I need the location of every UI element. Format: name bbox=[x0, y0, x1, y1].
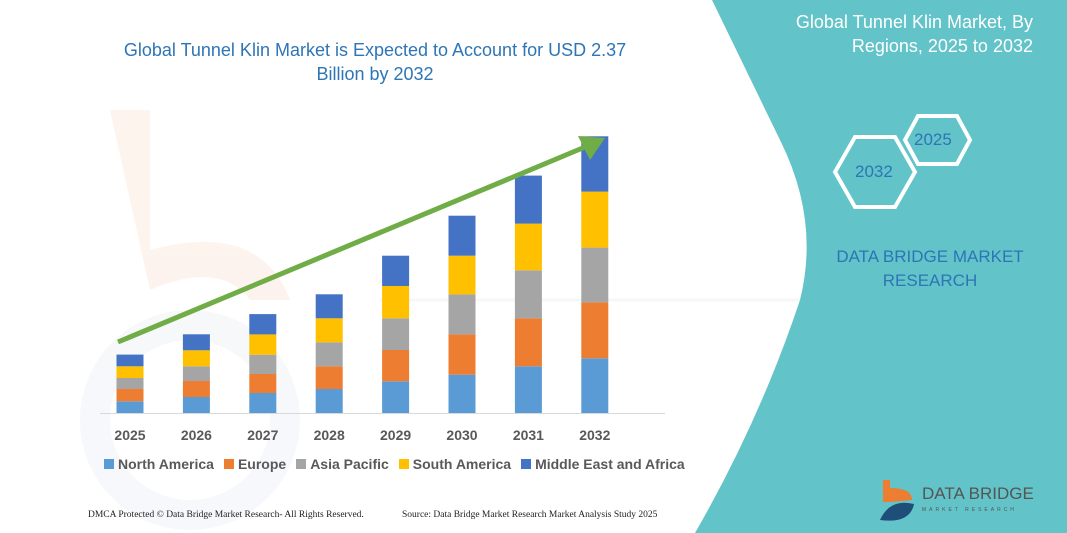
logo-name: DATA BRIDGE bbox=[922, 484, 1034, 503]
bar-segment-2027-1 bbox=[249, 374, 277, 393]
legend-swatch bbox=[398, 459, 409, 469]
trend-arrow-head bbox=[578, 136, 605, 160]
bar-segment-2032-3 bbox=[581, 191, 609, 248]
bar-segment-2025-4 bbox=[116, 354, 144, 367]
bar-segment-2030-1 bbox=[448, 334, 476, 375]
bar-segment-2032-2 bbox=[581, 247, 609, 303]
bar-segment-2031-4 bbox=[514, 175, 542, 224]
bar-segment-2032-1 bbox=[581, 302, 609, 359]
bar-segment-2026-4 bbox=[182, 334, 210, 351]
bar-segment-2027-3 bbox=[249, 334, 277, 355]
legend-swatch bbox=[223, 459, 234, 469]
legend-label: Middle East and Africa bbox=[535, 456, 685, 472]
trend-arrow-line bbox=[117, 144, 586, 345]
legend-label: North America bbox=[118, 456, 214, 472]
bar-segment-2031-0 bbox=[514, 366, 542, 413]
bar-segment-2026-3 bbox=[182, 350, 210, 367]
bar-segment-2027-0 bbox=[249, 393, 277, 413]
bar-segment-2026-2 bbox=[182, 366, 210, 381]
legend-label: Asia Pacific bbox=[310, 456, 389, 472]
hex-end-label: 2032 bbox=[855, 162, 893, 181]
footer-source: Source: Data Bridge Market Research Mark… bbox=[402, 510, 658, 520]
legend-swatch bbox=[521, 459, 532, 469]
bar-segment-2029-3 bbox=[382, 286, 410, 319]
legend-label: South America bbox=[412, 456, 512, 472]
bar-segment-2028-3 bbox=[315, 318, 343, 343]
legend-item: Asia Pacific bbox=[296, 456, 389, 472]
bar-segment-2029-1 bbox=[382, 350, 410, 382]
chart-title: Global Tunnel Klin Market is Expected to… bbox=[123, 40, 627, 84]
side-title: Global Tunnel Klin Market, By Regions, 2… bbox=[795, 12, 1033, 56]
legend-swatch bbox=[296, 459, 307, 469]
x-tick-label: 2031 bbox=[513, 427, 544, 443]
hexagon-2025 bbox=[902, 114, 973, 166]
logo-subtitle: MARKET RESEARCH bbox=[922, 507, 1017, 513]
x-tick-label: 2028 bbox=[314, 427, 345, 443]
brand-text: DATA BRIDGE MARKET RESEARCH bbox=[836, 247, 1024, 290]
bar-segment-2028-4 bbox=[315, 294, 343, 319]
x-tick-label: 2032 bbox=[579, 427, 610, 443]
hex-start-label: 2025 bbox=[914, 130, 952, 149]
footer-copyright: DMCA Protected © Data Bridge Market Rese… bbox=[88, 510, 364, 520]
chart-legend: North America Europe Asia Pacific South Ame… bbox=[104, 456, 685, 472]
bar-segment-2026-0 bbox=[182, 397, 210, 413]
bar-segment-2027-2 bbox=[249, 354, 277, 374]
bar-segment-2030-2 bbox=[448, 294, 476, 335]
bar-segment-2025-3 bbox=[116, 366, 144, 378]
bar-segment-2025-1 bbox=[116, 389, 144, 402]
bar-segment-2025-2 bbox=[116, 378, 144, 389]
bar-segment-2031-1 bbox=[514, 318, 542, 367]
legend-item: Middle East and Africa bbox=[521, 456, 685, 472]
bar-segment-2030-3 bbox=[448, 255, 476, 295]
bar-segment-2032-0 bbox=[581, 358, 609, 413]
x-tick-label: 2027 bbox=[247, 427, 278, 443]
legend-item: Europe bbox=[223, 456, 287, 472]
bar-segment-2031-3 bbox=[514, 223, 542, 271]
bar-segment-2027-4 bbox=[249, 314, 277, 335]
logo-icon bbox=[880, 480, 914, 521]
legend-item: South America bbox=[398, 456, 512, 472]
bar-segment-2030-0 bbox=[448, 374, 476, 413]
legend-item: North America bbox=[104, 456, 214, 472]
hexagon-2032 bbox=[832, 135, 918, 209]
bar-segment-2025-0 bbox=[116, 401, 144, 413]
bar-segment-2029-2 bbox=[382, 318, 410, 350]
bar-segment-2026-1 bbox=[182, 381, 210, 397]
bar-segment-2029-0 bbox=[382, 381, 410, 413]
bar-segment-2028-0 bbox=[315, 389, 343, 413]
bar-segment-2031-2 bbox=[514, 270, 542, 319]
side-panel bbox=[695, 0, 1067, 533]
x-tick-label: 2029 bbox=[380, 427, 411, 443]
legend-label: Europe bbox=[237, 456, 287, 472]
bar-segment-2028-1 bbox=[315, 366, 343, 389]
legend-swatch bbox=[104, 459, 114, 469]
bar-segment-2029-4 bbox=[382, 255, 410, 286]
chart-plot: 2025 2026 2027 2028 2029 2030 2031 2032 bbox=[100, 136, 665, 443]
bar-segment-2030-4 bbox=[448, 215, 476, 256]
bar-segment-2028-2 bbox=[315, 342, 343, 367]
x-tick-label: 2026 bbox=[181, 427, 212, 443]
x-tick-label: 2030 bbox=[446, 427, 477, 443]
x-tick-label: 2025 bbox=[114, 427, 145, 443]
